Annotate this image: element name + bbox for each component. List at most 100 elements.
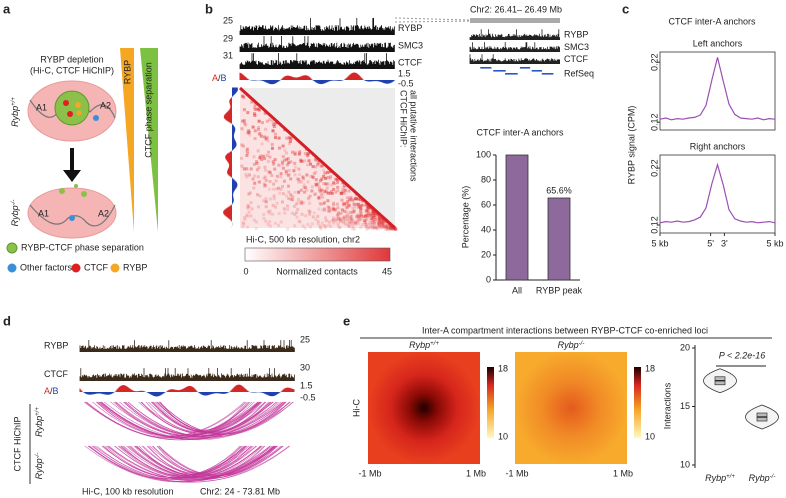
heatmap-cell <box>314 165 318 169</box>
heatmap-cell <box>242 95 246 99</box>
heatmap-cell <box>337 216 341 220</box>
heatmap-cell <box>359 207 363 211</box>
heatmap-cell <box>249 214 253 218</box>
heatmap-cell <box>327 191 331 195</box>
heatmap-cell <box>249 201 253 205</box>
genotype: Rybp+/+ <box>10 97 20 127</box>
heatmap-cell <box>297 167 301 171</box>
track-name: RYBP <box>398 23 422 33</box>
heatmap-cell <box>265 135 269 139</box>
caption: Hi-C, 500 kb resolution, chr2 <box>246 234 360 244</box>
refseq-gene <box>519 67 531 69</box>
colorbar-min: 10 <box>498 431 508 441</box>
y-axis-label: Interactions <box>662 382 672 429</box>
heatmap-cell <box>357 221 361 225</box>
heatmap-cell <box>337 218 341 222</box>
heatmap-cell <box>252 186 256 190</box>
genotype: Rybp+/+ <box>34 407 44 437</box>
heatmap-cell <box>267 150 271 154</box>
heatmap-cell <box>314 178 318 182</box>
heatmap-cell <box>299 200 303 204</box>
heatmap-cell <box>326 170 330 174</box>
heatmap-cell <box>363 219 367 223</box>
heatmap-cell <box>275 201 279 205</box>
heatmap-cell <box>249 167 253 171</box>
heatmap-cell <box>291 198 295 202</box>
heatmap-cell <box>345 202 349 206</box>
heatmap-cell <box>321 195 325 199</box>
heatmap-cell <box>383 225 386 229</box>
panel-title: RYBP depletion <box>40 54 103 64</box>
heatmap-cell <box>326 199 330 203</box>
heatmap-cell <box>365 203 369 206</box>
hichip-arc <box>94 445 290 483</box>
heatmap-cell <box>289 160 293 164</box>
heatmap-cell <box>295 215 299 219</box>
heatmap-cell <box>263 111 267 115</box>
heatmap-cell <box>309 175 313 179</box>
panel-label: b <box>205 1 213 16</box>
zoom-ruler <box>470 18 560 23</box>
legend-label: Other factors <box>20 262 73 272</box>
heatmap-cell <box>357 215 360 219</box>
heatmap-cell <box>334 208 337 212</box>
heatmap-cell <box>245 149 249 153</box>
heatmap-cell <box>356 219 360 223</box>
ab-sep: / <box>218 73 221 83</box>
track-name: CTCF <box>44 369 68 379</box>
heatmap-cell <box>391 227 395 231</box>
heatmap-cell <box>342 202 346 206</box>
heatmap-cell <box>332 207 336 211</box>
ab-vertical-b <box>232 87 238 227</box>
heatmap-cell <box>378 218 382 222</box>
heatmap-cell <box>251 177 255 181</box>
heatmap-cell <box>354 222 358 226</box>
heatmap-cell <box>327 220 331 224</box>
heatmap-cell <box>361 203 365 207</box>
heatmap-cell <box>301 201 305 205</box>
heatmap-cell <box>378 226 382 230</box>
heatmap-cell <box>351 224 355 228</box>
heatmap-cell <box>344 219 348 223</box>
hichip-arc <box>114 401 271 437</box>
heatmap-cell <box>252 155 256 159</box>
panel-subtitle: (Hi-C, CTCF HiChIP) <box>30 65 114 75</box>
heatmap-cell <box>296 207 300 211</box>
heatmap-cell <box>245 213 249 217</box>
heatmap-cell <box>328 191 332 195</box>
heatmap-cell <box>266 222 270 226</box>
heatmap-cell <box>266 139 270 143</box>
genotype-base: Rybp <box>34 458 44 479</box>
heatmap-cell <box>258 180 262 184</box>
heatmap-cell <box>373 224 377 228</box>
heatmap-cell <box>266 210 270 214</box>
heatmap-cell <box>337 217 341 221</box>
heatmap-cell <box>380 220 384 224</box>
heatmap-cell <box>388 227 392 231</box>
heatmap-cell <box>326 176 330 179</box>
heatmap-cell <box>264 200 268 204</box>
y-tick-label: 40 <box>481 224 491 234</box>
heatmap-cell <box>369 213 373 217</box>
heatmap-cell <box>262 182 266 186</box>
heatmap-cell <box>354 220 358 224</box>
heatmap-cell <box>377 214 381 218</box>
ab-vertical-a <box>223 97 232 228</box>
heatmap-cell <box>268 212 272 216</box>
heatmap-cell <box>240 164 244 168</box>
heatmap-cell <box>299 188 303 192</box>
ab-b: B <box>53 386 59 396</box>
heatmap-cell <box>352 227 356 231</box>
track-scale: 29 <box>223 33 233 43</box>
heatmap-cell <box>301 224 305 228</box>
heatmap-cell <box>332 207 336 211</box>
heatmap-cell <box>394 227 398 231</box>
heatmap-cell <box>374 219 378 223</box>
y-tick-label: 0.12 <box>649 113 659 131</box>
x-tick-label: -1 Mb <box>358 468 381 478</box>
heatmap-cell <box>303 159 307 163</box>
heatmap-cell <box>355 215 359 219</box>
gradient-label: RYBP <box>122 60 132 84</box>
heatmap-cell <box>273 167 277 171</box>
side-title: CTCF HiChIP: <box>399 90 409 148</box>
